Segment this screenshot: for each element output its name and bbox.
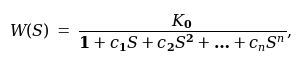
Text: $\mathit{W}\mathit{(S)}\ =\ \dfrac{\mathbf{\mathit{K}}_{\mathbf{0}}}{\mathbf{1} : $\mathit{W}\mathit{(S)}\ =\ \dfrac{\math… <box>9 13 292 54</box>
